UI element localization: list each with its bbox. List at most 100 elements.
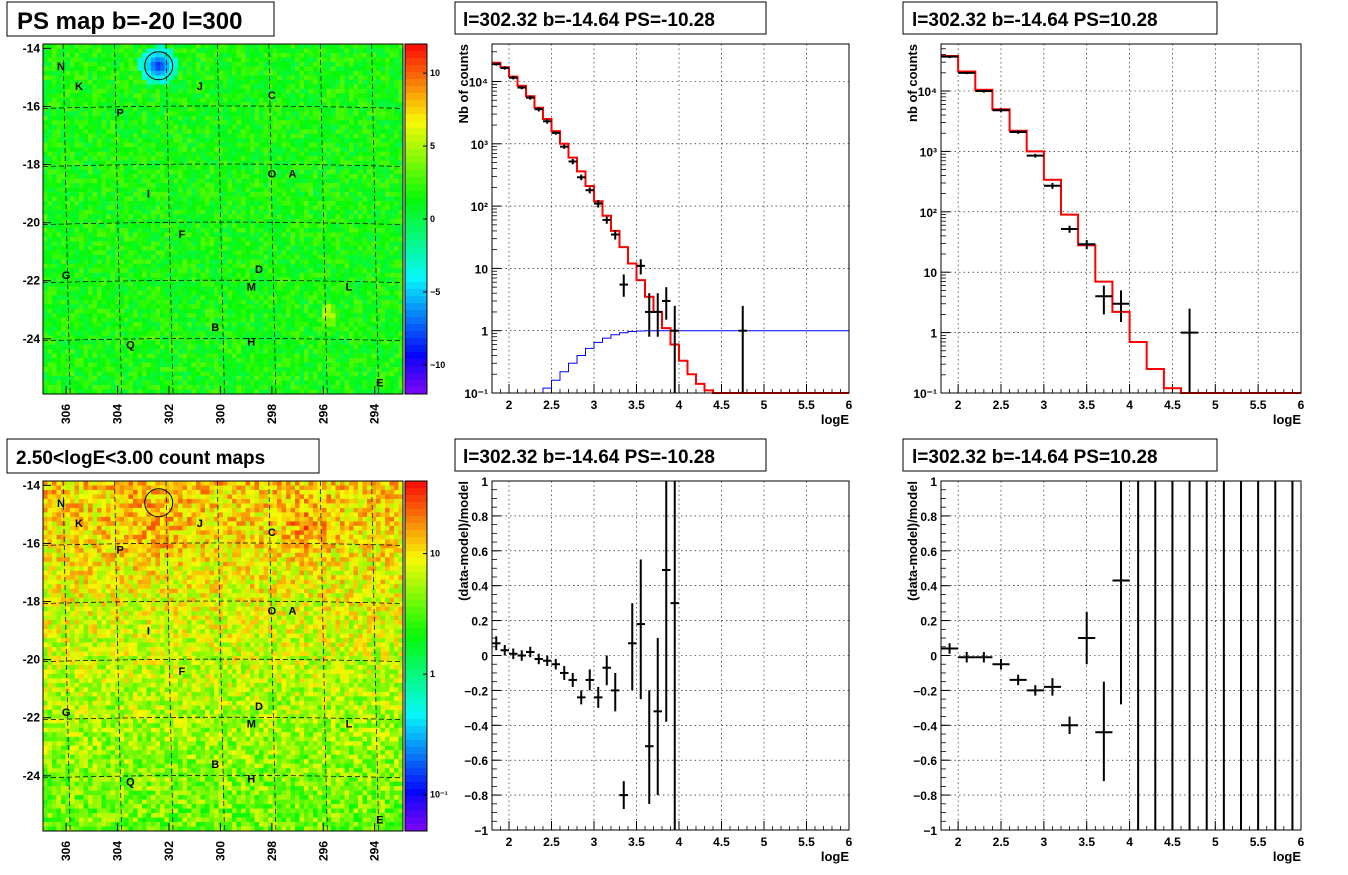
ps-map-pixel [56, 142, 62, 148]
ps-map-pixel [65, 75, 71, 81]
ps-map-pixel [299, 102, 305, 108]
ps-map-pixel [47, 70, 53, 76]
ps-map-pixel [254, 183, 260, 188]
ps-map-pixel [88, 254, 93, 260]
ps-map-pixel [88, 142, 93, 148]
ps-map-pixel [74, 57, 80, 63]
ps-map-pixel [65, 295, 71, 301]
ps-map-pixel [142, 147, 147, 152]
ps-map-pixel [52, 250, 57, 256]
ps-map-pixel [335, 187, 341, 193]
ps-map-pixel [106, 295, 111, 301]
ps-map-pixel [164, 290, 170, 296]
ps-map-pixel [79, 102, 84, 108]
ps-map-pixel [308, 281, 314, 287]
ps-map-pixel [101, 165, 107, 170]
ps-map-pixel [160, 84, 165, 90]
ps-map-pixel [245, 183, 251, 188]
ps-map-pixel [367, 245, 372, 251]
ps-map-pixel [376, 299, 381, 305]
ps-map-pixel [155, 57, 161, 63]
ps-map-pixel [385, 142, 390, 148]
ps-map-pixel [92, 201, 98, 206]
ps-map-pixel [83, 223, 89, 229]
ps-map-pixel [268, 66, 273, 72]
ps-map-pixel [281, 48, 287, 54]
ps-map-pixel [295, 88, 300, 94]
ps-map-pixel [331, 124, 336, 130]
ps-map-pixel [65, 102, 71, 108]
ps-map-pixel [277, 313, 282, 319]
ps-map-pixel [335, 210, 341, 215]
ps-map-pixel [281, 268, 287, 274]
ps-map-pixel [187, 79, 192, 85]
ps-map-pixel [115, 232, 120, 238]
ps-map-pixel [290, 124, 296, 130]
ps-map-pixel [79, 93, 84, 99]
ps-map-pixel [182, 169, 188, 175]
ps-map-pixel [196, 147, 201, 152]
ps-map-pixel [65, 120, 71, 126]
ps-map-pixel [115, 299, 120, 305]
ps-map-pixel [70, 263, 75, 269]
ps-map-pixel [322, 299, 327, 305]
ps-map-pixel [385, 196, 390, 202]
ps-map-pixel [254, 259, 260, 265]
ps-map-pixel [295, 174, 300, 179]
ps-map-pixel [146, 174, 152, 179]
ps-map-pixel [115, 93, 120, 99]
ps-map-pixel [277, 160, 282, 166]
ps-map-pixel [308, 286, 314, 292]
ps-map-pixel [119, 201, 125, 206]
ps-map-pixel [299, 111, 305, 117]
ps-map-pixel [110, 115, 116, 121]
ps-map-pixel [290, 254, 296, 260]
ps-map-pixel [344, 156, 350, 161]
ps-map-pixel [326, 295, 332, 301]
ps-map-pixel [281, 201, 287, 206]
ps-map-pixel [268, 286, 273, 292]
ps-map-pixel [299, 308, 305, 314]
ps-map-pixel [106, 317, 111, 323]
ps-map-pixel [272, 57, 278, 63]
ps-map-pixel [205, 142, 210, 148]
ps-map-pixel [232, 286, 237, 292]
ps-map-pixel [142, 102, 147, 108]
ps-map-pixel [83, 196, 89, 202]
ps-map-pixel [290, 88, 296, 94]
ps-map-pixel [196, 142, 201, 148]
ps-map-pixel [304, 48, 309, 54]
ps-map-pixel [169, 160, 174, 166]
ps-map-pixel [304, 44, 309, 49]
ps-map-pixel [74, 245, 80, 251]
ps-map-pixel [200, 142, 206, 148]
ps-map-pixel [160, 268, 165, 274]
ps-map-pixel [142, 111, 147, 117]
ps-map-pixel [241, 201, 246, 206]
ps-map-pixel [124, 106, 129, 112]
ps-map-pixel [326, 205, 332, 211]
ps-map-pixel [299, 214, 305, 220]
ps-map-pixel [304, 151, 309, 157]
ps-map-pixel [367, 241, 372, 247]
ps-map-pixel [362, 196, 368, 202]
ps-map-pixel [250, 178, 255, 184]
ps-map-pixel [218, 115, 224, 121]
ps-map-pixel [83, 120, 89, 126]
ps-map-pixel [358, 57, 363, 63]
ps-map-pixel [335, 268, 341, 274]
ps-map-pixel [151, 304, 156, 310]
ps-map-pixel [133, 75, 138, 81]
ps-map-pixel [259, 187, 264, 193]
ps-map-pixel [385, 219, 390, 224]
ps-map-pixel [83, 48, 89, 54]
ps-map-pixel [164, 142, 170, 148]
ps-map-pixel [43, 241, 48, 247]
ps-map-pixel [376, 241, 381, 247]
ps-map-pixel [155, 138, 161, 144]
ps-map-pixel [151, 66, 156, 72]
ps-map-pixel [178, 232, 183, 238]
ps-map-pixel [173, 241, 179, 247]
ps-map-pixel [263, 133, 269, 139]
ps-map-pixel [227, 201, 233, 206]
